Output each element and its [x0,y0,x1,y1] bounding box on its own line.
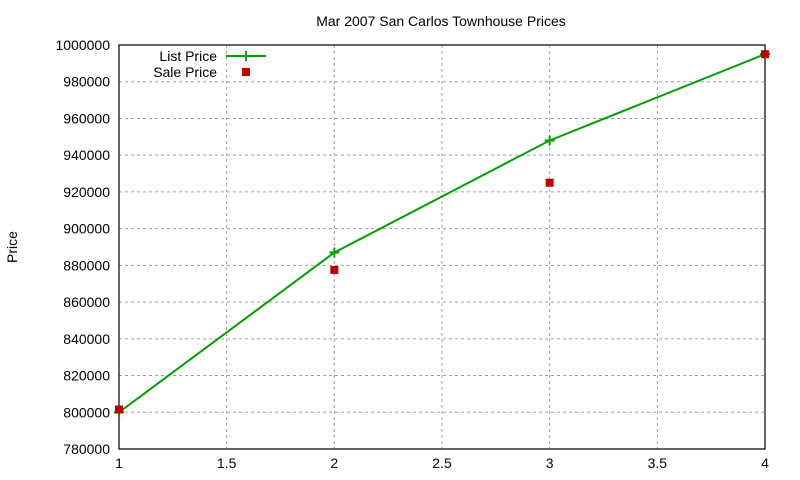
x-tick-label: 4 [761,455,769,471]
x-tick-label: 2 [330,455,338,471]
y-tick-label: 980000 [63,74,110,90]
y-axis-label: Price [4,231,20,263]
plus-marker [329,247,340,258]
chart-title: Mar 2007 San Carlos Townhouse Prices [316,13,566,29]
y-tick-label: 800000 [63,404,110,420]
x-tick-label: 3.5 [648,455,668,471]
y-tick-label: 960000 [63,110,110,126]
y-tick-label: 780000 [63,441,110,457]
y-tick-label: 940000 [63,147,110,163]
legend-square-icon [242,68,250,76]
y-tick-label: 860000 [63,294,110,310]
y-tick-label: 880000 [63,257,110,273]
legend-plus-icon [241,51,251,61]
legend-label: List Price [159,48,217,64]
x-tick-label: 1 [115,455,123,471]
series-line-0 [118,53,766,414]
plus-marker [544,135,555,146]
square-marker [330,265,339,274]
x-tick-label: 2.5 [432,455,452,471]
square-marker [115,405,123,414]
y-tick-label: 920000 [63,184,110,200]
y-tick-label: 900000 [63,221,110,237]
x-tick-label: 1.5 [217,455,237,471]
plot-frame [118,44,766,450]
y-tick-label: 1000000 [55,37,110,53]
y-tick-label: 820000 [63,368,110,384]
legend-label: Sale Price [153,64,217,80]
square-marker [545,178,554,187]
square-marker [761,50,769,59]
x-tick-label: 3 [546,455,554,471]
y-tick-label: 840000 [63,331,110,347]
